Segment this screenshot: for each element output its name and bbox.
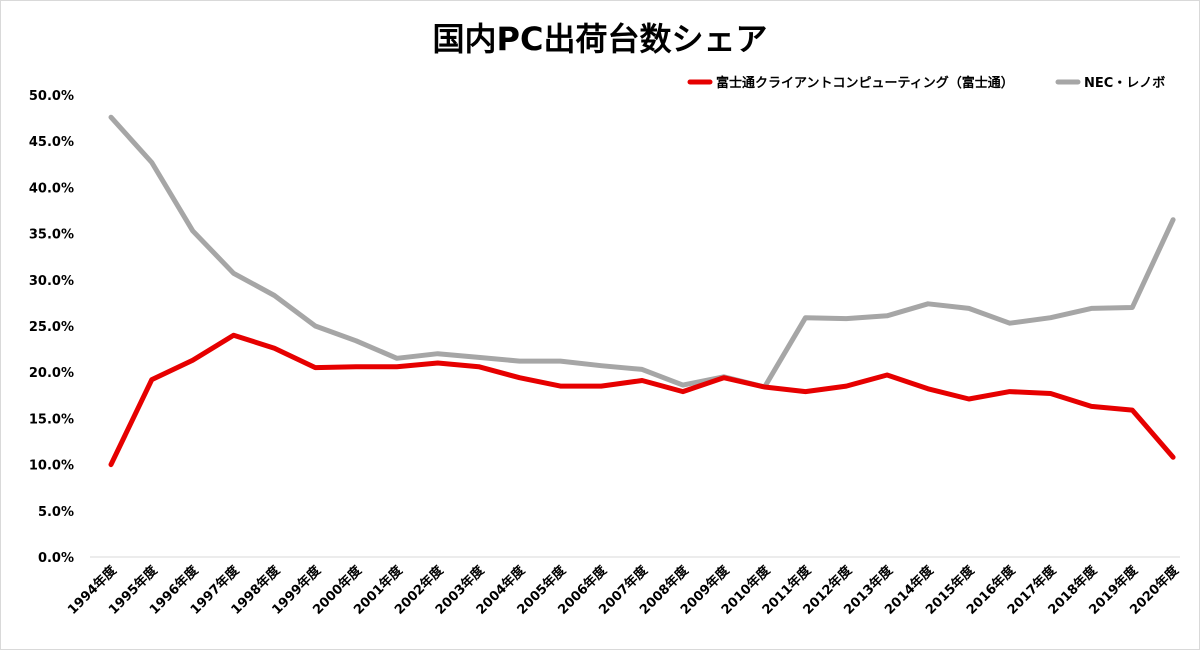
y-tick-label: 25.0% [29,320,74,335]
y-tick-labels: 0.0% 5.0% 10.0% 15.0% 20.0% 25.0% 30.0% 35.0% 40… [29,89,74,566]
legend: 富士通クライアントコンピューティング（富士通） NEC・レノボ [687,75,1165,91]
y-tick-label: 0.0% [38,551,74,566]
y-tick-label: 30.0% [29,274,74,289]
y-tick-label: 45.0% [29,135,74,150]
chart-title: 国内PC出荷台数シェア [432,20,768,58]
y-tick-label: 5.0% [38,505,74,520]
y-tick-label: 15.0% [29,412,74,427]
series-line [108,332,1176,468]
y-tick-label: 40.0% [29,181,74,196]
legend-label: NEC・レノボ [1084,75,1165,91]
legend-label: 富士通クライアントコンピューティング（富士通） [716,75,1014,91]
y-tick-label: 35.0% [29,228,74,243]
y-tick-label: 20.0% [29,366,74,381]
y-tick-label: 50.0% [29,89,74,104]
series-lines [108,114,1176,468]
series-line [108,114,1176,390]
y-tick-label: 10.0% [29,459,74,474]
x-tick-labels: 1994年度1995年度1996年度1997年度1998年度1999年度2000… [65,562,1183,618]
